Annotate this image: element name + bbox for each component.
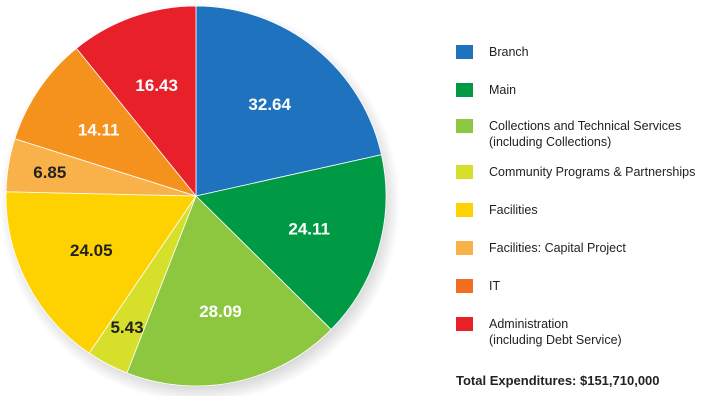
- legend-swatch: [456, 203, 473, 217]
- slice-label-4: 24.05: [70, 241, 113, 260]
- legend-label: Branch: [489, 44, 529, 60]
- legend-swatch: [456, 241, 473, 255]
- legend-label-line: Facilities: Capital Project: [489, 241, 626, 255]
- legend-label-line: Community Programs & Partnerships: [489, 165, 696, 179]
- legend-label: Community Programs & Partnerships: [489, 164, 695, 180]
- pie-chart: 32.64 24.11 28.09 5.43 24.05 6.85 14.11 16.43: [0, 3, 400, 396]
- legend-swatch: [456, 45, 473, 59]
- legend-swatch: [456, 119, 473, 133]
- legend-label: Administration (including Debt Service): [489, 316, 622, 348]
- legend-label-line: (including Debt Service): [489, 333, 622, 347]
- slice-label-1: 24.11: [288, 220, 330, 239]
- legend-label: Main: [489, 82, 516, 98]
- legend-label-line: Branch: [489, 45, 529, 59]
- slice-label-7: 16.43: [135, 76, 178, 95]
- slice-label-0: 32.64: [248, 95, 291, 114]
- legend-label-line: Main: [489, 83, 517, 97]
- legend-label: Collections and Technical Services (inclu…: [489, 118, 681, 150]
- pie-slice-6: [14, 47, 198, 197]
- legend-label: IT: [489, 278, 500, 294]
- total-expenditures: Total Expenditures: $151,710,000: [456, 373, 660, 388]
- legend-swatch: [456, 279, 473, 293]
- legend-swatch: [456, 83, 473, 97]
- pie-slice-7: [75, 5, 197, 198]
- legend-label-line: Collections and Technical Services: [489, 119, 682, 133]
- slice-label-3: 5.43: [110, 318, 143, 337]
- legend-swatch: [456, 165, 473, 179]
- slice-label-5: 6.85: [33, 163, 66, 182]
- legend-swatch: [456, 317, 473, 331]
- legend-label-line: Administration: [489, 317, 569, 331]
- pie-slice-0: [195, 5, 382, 197]
- legend-label: Facilities: [489, 202, 538, 218]
- legend-label-line: Facilities: [489, 203, 538, 217]
- legend-label: Facilities: Capital Project: [489, 240, 626, 256]
- pie-slice-4: [5, 191, 197, 354]
- slice-label-6: 14.11: [78, 121, 120, 140]
- pie-slice-2: [126, 195, 332, 387]
- legend-label-line: IT: [489, 279, 501, 293]
- pie-slice-1: [195, 154, 387, 331]
- slice-label-2: 28.09: [199, 302, 242, 321]
- legend-label-line: (including Collections): [489, 135, 612, 149]
